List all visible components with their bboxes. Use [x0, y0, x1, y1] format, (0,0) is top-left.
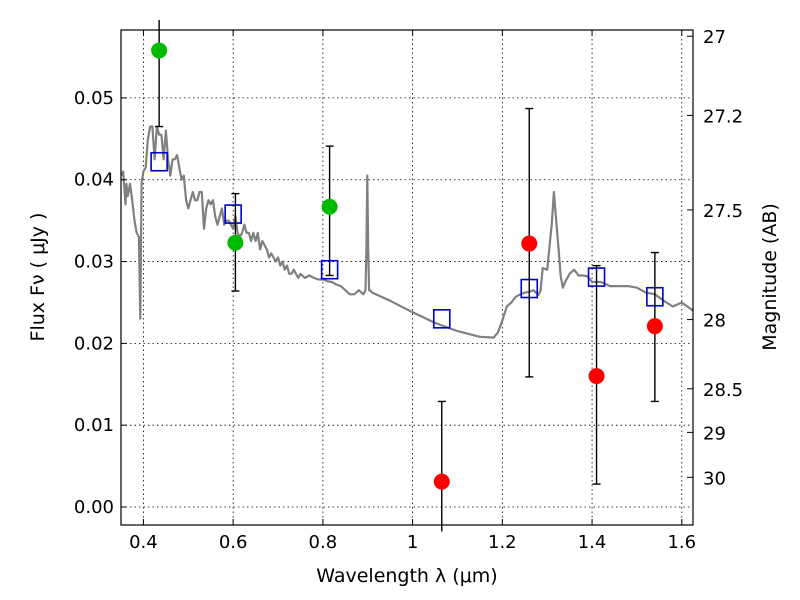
y-tick-label: 0.01: [74, 415, 114, 436]
observed-flux-point: [588, 368, 605, 385]
y-tick-label: 0.04: [74, 170, 114, 191]
detected-flux-point: [151, 42, 168, 59]
magnitude-tick-label: 29: [703, 423, 726, 444]
sed-spectrum-line: [121, 125, 693, 339]
magnitude-tick-label: 27.5: [703, 201, 743, 222]
plot-area: [121, 125, 693, 339]
detected-flux-point: [227, 234, 244, 251]
x-tick-label: 1: [407, 532, 418, 553]
template-flux-marker: [150, 151, 168, 172]
x-tick-label: 1.4: [578, 532, 607, 553]
x-axis-label: Wavelength λ (μm): [316, 565, 497, 587]
magnitude-tick-label: 27.2: [703, 106, 743, 127]
x-tick-label: 1.2: [488, 532, 517, 553]
observed-flux-point: [433, 473, 450, 490]
y-axis-label: Flux Fν ( μJy ): [27, 213, 49, 342]
template-flux-marker: [224, 204, 242, 224]
template-flux-marker: [432, 309, 451, 329]
y-tick-label: 0.02: [74, 333, 114, 354]
error-bars: [151, 20, 663, 532]
y-tick-label: 0.00: [74, 497, 114, 518]
magnitude-tick-label: 28.5: [703, 380, 743, 401]
y-tick-label: 0.03: [74, 252, 114, 273]
magnitude-tick-label: 27: [703, 27, 726, 48]
y2-axis-label: Magnitude (AB): [759, 203, 781, 351]
magnitude-tick-label: 28: [703, 311, 726, 332]
y-tick-label: 0.05: [74, 88, 114, 109]
grid: [121, 30, 693, 525]
magnitude-tick-label: 30: [703, 468, 726, 489]
observed-flux-point: [646, 318, 663, 335]
plot-frame: [120, 29, 694, 526]
x-tick-label: 0.8: [309, 532, 338, 553]
ticks: 0.4 0.6 0.8 1 1.2 1.4 1.6 0.00 0.01 0.02 0.03 0.04 0…: [74, 27, 743, 553]
x-tick-label: 0.4: [129, 532, 158, 553]
x-tick-label: 0.6: [219, 532, 248, 553]
x-tick-label: 1.6: [667, 532, 696, 553]
observed-flux-point: [521, 235, 538, 252]
detected-flux-point: [321, 198, 338, 215]
